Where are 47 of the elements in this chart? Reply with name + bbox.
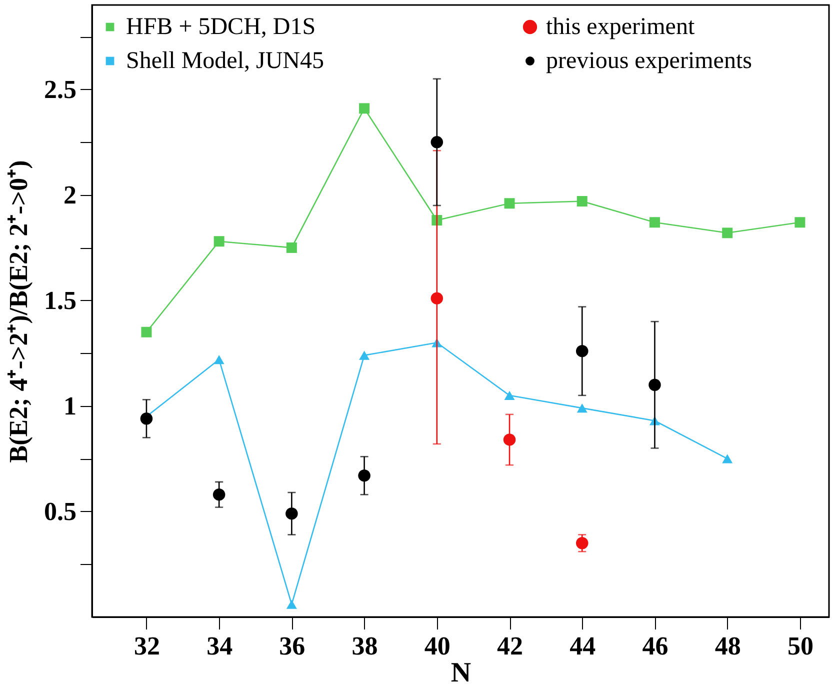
point <box>214 354 224 364</box>
x-tick-label: 38 <box>352 632 378 660</box>
point <box>214 236 224 247</box>
x-tick-label: 50 <box>787 632 814 660</box>
x-tick-label: 40 <box>424 632 450 660</box>
legend-label: previous experiments <box>546 48 752 74</box>
point <box>358 469 370 482</box>
y-tick-label: 1.5 <box>44 286 76 315</box>
x-tick-label: 44 <box>570 632 596 660</box>
point <box>286 507 298 520</box>
point <box>430 292 444 304</box>
point <box>359 103 370 114</box>
point <box>648 378 661 391</box>
legend-label: HFB + 5DCH, D1S <box>126 14 316 40</box>
point <box>432 215 442 226</box>
point <box>359 350 370 360</box>
point <box>722 228 733 238</box>
point <box>503 434 516 446</box>
x-tick-label: 32 <box>134 632 160 660</box>
point <box>141 326 152 338</box>
point <box>286 242 297 253</box>
x-tick-label: 34 <box>206 632 233 660</box>
point <box>576 537 588 550</box>
y-tick-label: 2.5 <box>44 74 76 104</box>
point <box>794 217 806 228</box>
point <box>576 404 588 413</box>
y-axis-title: B(E2; 4⁺->2⁺)/B(E2; 2⁺->0⁺) <box>4 160 33 463</box>
point <box>649 217 660 228</box>
point <box>576 344 588 358</box>
x-tick-label: 42 <box>497 632 524 660</box>
y-tick-label: 2 <box>64 180 76 210</box>
point <box>212 488 226 501</box>
point <box>140 412 153 425</box>
x-axis-title: N <box>450 658 472 688</box>
x-tick-label: 36 <box>279 632 306 660</box>
point <box>286 600 297 609</box>
point <box>504 390 515 400</box>
y-tick-label: 1 <box>64 391 76 420</box>
legend-label: Shell Model, JUN45 <box>126 48 324 74</box>
point <box>576 196 588 207</box>
point <box>504 198 515 209</box>
y-tick-label: 0.5 <box>44 496 76 526</box>
point <box>430 136 444 148</box>
legend-label: this experiment <box>546 14 695 40</box>
x-tick-label: 48 <box>714 632 741 660</box>
point <box>722 454 733 464</box>
x-tick-label: 46 <box>642 632 668 660</box>
